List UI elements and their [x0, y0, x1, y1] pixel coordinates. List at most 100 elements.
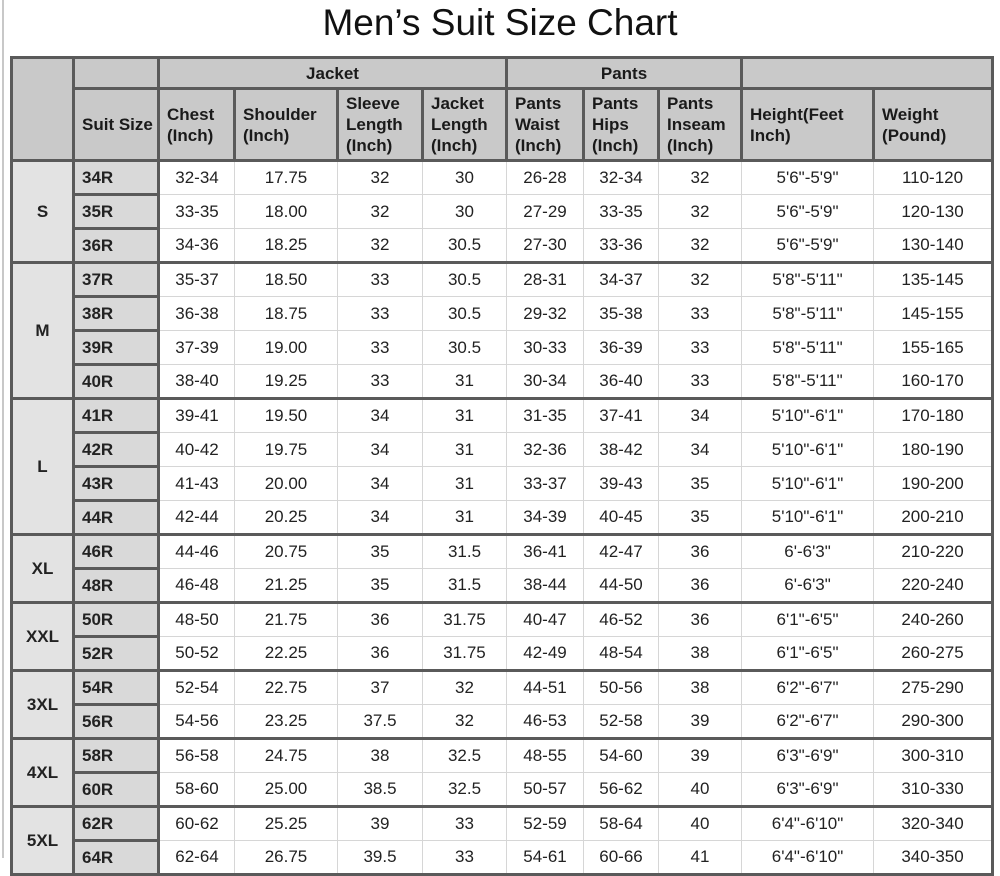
table-cell: 19.75 — [234, 432, 338, 467]
table-cell: 6'3"-6'9" — [741, 772, 875, 808]
group-header-blank — [72, 56, 160, 90]
table-cell: 41-43 — [158, 466, 235, 501]
table-cell: 39-41 — [158, 398, 235, 433]
table-cell: 40-47 — [506, 602, 584, 637]
table-cell: 6'1"-6'5" — [741, 602, 875, 637]
table-row: 44R 42-44 20.25 34 31 34-39 40-45 35 5'10"-6'1" 2… — [12, 499, 995, 536]
size-group-label: M — [10, 261, 75, 400]
table-cell: 38 — [337, 738, 423, 773]
table-cell: 310-330 — [873, 772, 995, 808]
table-cell: 31-35 — [506, 398, 584, 433]
column-header: Pants Waist (Inch) — [505, 87, 585, 162]
column-header-row: Suit Size Chest (Inch) Shoulder (Inch) Slee… — [12, 87, 995, 162]
table-cell: 5'8"-5'11" — [741, 364, 875, 400]
suit-size-cell: 38R — [72, 295, 160, 332]
size-group-label: S — [10, 159, 75, 264]
table-cell: 56-58 — [158, 738, 235, 773]
table-cell: 31 — [422, 500, 507, 536]
suit-size-cell: 54R — [72, 669, 160, 706]
table-cell: 48-50 — [158, 602, 235, 637]
table-cell: 60-62 — [158, 806, 235, 841]
table-cell: 48-55 — [506, 738, 584, 773]
left-edge-line — [2, 0, 4, 858]
table-cell: 145-155 — [873, 296, 995, 331]
group-header-pants: Pants — [504, 56, 744, 90]
table-cell: 56-62 — [583, 772, 659, 808]
table-cell: 40 — [657, 806, 743, 841]
table-cell: 36 — [337, 636, 423, 672]
table-cell: 21.75 — [234, 602, 338, 637]
column-header: Suit Size — [72, 87, 160, 162]
table-cell: 36 — [657, 602, 743, 637]
table-cell: 17.75 — [234, 160, 338, 195]
table-cell: 46-53 — [506, 704, 584, 740]
table-cell: 19.00 — [234, 330, 338, 365]
table-cell: 34 — [337, 466, 423, 501]
table-cell: 33 — [337, 364, 423, 400]
size-group-label: XXL — [10, 601, 75, 672]
table-cell: 39 — [657, 738, 743, 773]
suit-size-cell: 52R — [72, 635, 160, 672]
table-cell: 170-180 — [873, 398, 995, 433]
table-cell: 34 — [337, 500, 423, 536]
table-cell: 18.50 — [234, 262, 338, 297]
table-cell: 5'10"-6'1" — [741, 466, 875, 501]
suit-size-cell: 41R — [72, 397, 160, 434]
table-cell: 32 — [657, 262, 743, 297]
table-cell: 33 — [422, 806, 507, 841]
table-cell: 18.25 — [234, 228, 338, 264]
table-cell: 31.5 — [422, 534, 507, 569]
chart-title: Men’s Suit Size Chart — [322, 2, 678, 43]
table-cell: 42-49 — [506, 636, 584, 672]
table-cell: 50-52 — [158, 636, 235, 672]
table-cell: 155-165 — [873, 330, 995, 365]
table-cell: 46-52 — [583, 602, 659, 637]
table-cell: 6'4"-6'10" — [741, 806, 875, 841]
table-cell: 39 — [337, 806, 423, 841]
table-cell: 120-130 — [873, 194, 995, 229]
table-cell: 33 — [657, 364, 743, 400]
table-cell: 32-34 — [583, 160, 659, 195]
table-cell: 44-46 — [158, 534, 235, 569]
table-cell: 54-56 — [158, 704, 235, 740]
table-cell: 38-40 — [158, 364, 235, 400]
table-cell: 34-39 — [506, 500, 584, 536]
table-cell: 30.5 — [422, 296, 507, 331]
table-cell: 34 — [337, 398, 423, 433]
table-cell: 40-45 — [583, 500, 659, 536]
table-cell: 58-60 — [158, 772, 235, 808]
table-cell: 5'8"-5'11" — [741, 262, 875, 297]
table-cell: 52-58 — [583, 704, 659, 740]
table-cell: 30-34 — [506, 364, 584, 400]
suit-size-cell: 37R — [72, 261, 160, 298]
table-cell: 200-210 — [873, 500, 995, 536]
column-header: Pants Hips (Inch) — [582, 87, 660, 162]
table-cell: 38-42 — [583, 432, 659, 467]
table-cell: 36 — [657, 568, 743, 604]
table-cell: 36-38 — [158, 296, 235, 331]
table-cell: 37.5 — [337, 704, 423, 740]
suit-size-cell: 35R — [72, 193, 160, 230]
table-cell: 36-39 — [583, 330, 659, 365]
table-cell: 190-200 — [873, 466, 995, 501]
table-cell: 300-310 — [873, 738, 995, 773]
table-cell: 30.5 — [422, 228, 507, 264]
table-row: 35R 33-35 18.00 32 30 27-29 33-35 32 5'6"-5'9" 12… — [12, 193, 995, 230]
table-cell: 6'3"-6'9" — [741, 738, 875, 773]
table-cell: 33-36 — [583, 228, 659, 264]
size-group-label: 5XL — [10, 805, 75, 876]
table-row: 42R 40-42 19.75 34 31 32-36 38-42 34 5'10"-6'1" 1… — [12, 431, 995, 468]
table-cell: 5'10"-6'1" — [741, 500, 875, 536]
table-cell: 31 — [422, 432, 507, 467]
column-header: Sleeve Length (Inch) — [336, 87, 424, 162]
column-header: Pants Inseam (Inch) — [656, 87, 744, 162]
table-cell: 34 — [657, 398, 743, 433]
table-cell: 33 — [337, 262, 423, 297]
table-cell: 27-30 — [506, 228, 584, 264]
suit-size-cell: 62R — [72, 805, 160, 842]
table-cell: 25.00 — [234, 772, 338, 808]
table-cell: 35-38 — [583, 296, 659, 331]
table-row: 36R 34-36 18.25 32 30.5 27-30 33-36 32 5'6"-5'9"… — [12, 227, 995, 264]
table-cell: 33-37 — [506, 466, 584, 501]
table-cell: 33 — [337, 330, 423, 365]
